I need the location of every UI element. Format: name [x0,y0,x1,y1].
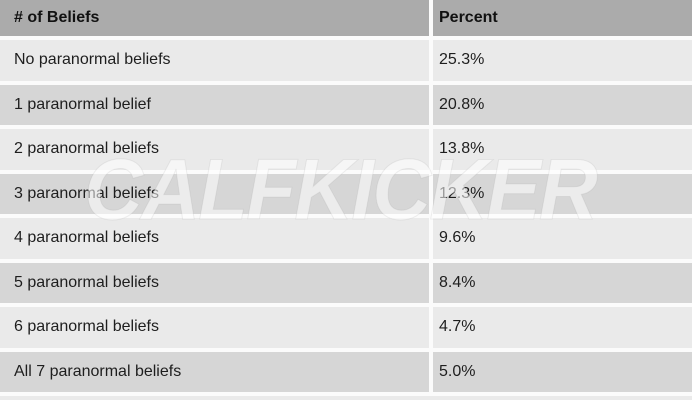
percent-value: 9.6% [433,218,692,259]
belief-label: 5 paranormal beliefs [0,262,429,303]
percent-value: 13.8% [433,129,692,170]
table-row: 2 paranormal beliefs 13.8% [0,129,692,170]
belief-label: All 7 paranormal beliefs [0,351,429,392]
table-row: No paranormal beliefs 25.3% [0,40,692,81]
percent-value: 20.8% [433,84,692,125]
column-header-percent: Percent [433,0,692,36]
table-row: 6 paranormal beliefs 4.7% [0,307,692,348]
percent-value: 25.3% [433,40,692,81]
percent-value: 12.3% [433,173,692,214]
table-header-row: # of Beliefs Percent [0,0,692,36]
next-row-sliver [0,396,692,400]
table-row: 1 paranormal belief 20.8% [0,84,692,125]
belief-label: 1 paranormal belief [0,84,429,125]
table-row: 3 paranormal beliefs 12.3% [0,173,692,214]
belief-label: 2 paranormal beliefs [0,129,429,170]
belief-label: 3 paranormal beliefs [0,173,429,214]
percent-value: 4.7% [433,307,692,348]
table-row: 4 paranormal beliefs 9.6% [0,218,692,259]
table-row: All 7 paranormal beliefs 5.0% [0,351,692,392]
belief-label: 6 paranormal beliefs [0,307,429,348]
percent-value: 5.0% [433,351,692,392]
belief-label: 4 paranormal beliefs [0,218,429,259]
belief-label: No paranormal beliefs [0,40,429,81]
percent-value: 8.4% [433,262,692,303]
column-header-beliefs: # of Beliefs [0,0,429,36]
table-row: 5 paranormal beliefs 8.4% [0,262,692,303]
